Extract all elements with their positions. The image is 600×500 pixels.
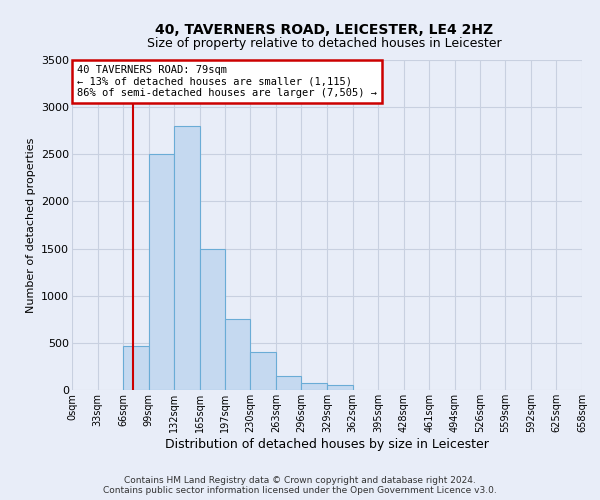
- Bar: [301, 383, 327, 390]
- Bar: [327, 386, 353, 390]
- Y-axis label: Number of detached properties: Number of detached properties: [26, 138, 35, 312]
- X-axis label: Distribution of detached houses by size in Leicester: Distribution of detached houses by size …: [165, 438, 489, 450]
- Bar: [224, 320, 250, 390]
- Text: Size of property relative to detached houses in Leicester: Size of property relative to detached ho…: [146, 38, 502, 51]
- Text: 40, TAVERNERS ROAD, LEICESTER, LE4 2HZ: 40, TAVERNERS ROAD, LEICESTER, LE4 2HZ: [155, 22, 493, 36]
- Bar: [276, 376, 301, 390]
- Text: Contains public sector information licensed under the Open Government Licence v3: Contains public sector information licen…: [103, 486, 497, 495]
- Bar: [123, 346, 149, 390]
- Bar: [149, 154, 175, 390]
- Text: 40 TAVERNERS ROAD: 79sqm
← 13% of detached houses are smaller (1,115)
86% of sem: 40 TAVERNERS ROAD: 79sqm ← 13% of detach…: [77, 65, 377, 98]
- Bar: [200, 248, 226, 390]
- Text: Contains HM Land Registry data © Crown copyright and database right 2024.: Contains HM Land Registry data © Crown c…: [124, 476, 476, 485]
- Bar: [175, 126, 200, 390]
- Bar: [250, 352, 276, 390]
